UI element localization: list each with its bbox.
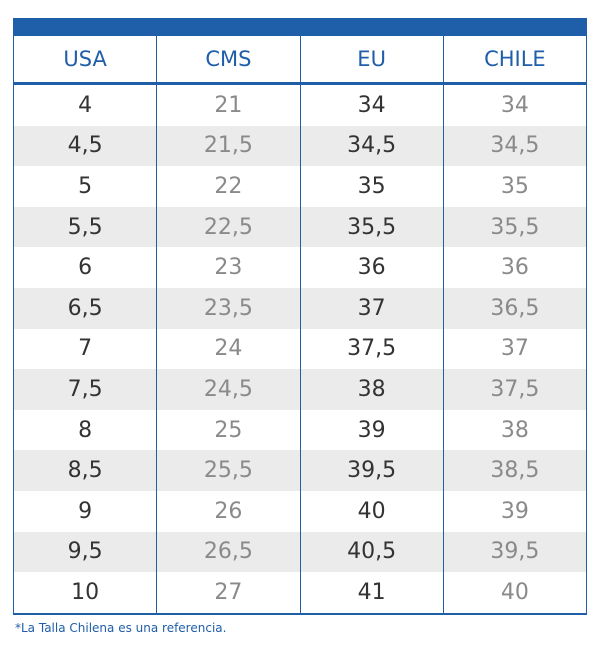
table-row: 10 27 41 40: [12, 572, 588, 615]
table-cell: 8: [12, 409, 158, 451]
table-row: 7 24 37,5 37: [12, 328, 588, 370]
table-cell: 39: [299, 409, 444, 451]
table-cell: 22: [156, 166, 301, 207]
column-header: USA: [12, 36, 158, 85]
table-cell: 8,5: [12, 450, 158, 491]
table-row: 9,5 26,5 40,5 39,5: [12, 531, 588, 573]
table-cell: 39: [442, 490, 588, 532]
table-cell: 25: [156, 409, 301, 451]
table-cell: 23: [156, 247, 301, 288]
header-row: USA CMS EU CHILE: [12, 36, 588, 85]
table-row: 6,5 23,5 37 36,5: [12, 287, 588, 329]
table-cell: 6: [12, 247, 158, 288]
table-cell: 9: [12, 490, 158, 532]
table-cell: 21: [156, 83, 301, 126]
table-cell: 5,5: [12, 206, 158, 248]
table-row: 7,5 24,5 38 37,5: [12, 369, 588, 410]
table-cell: 36: [442, 247, 588, 288]
size-table: USA CMS EU CHILE 4 21 34 34 4,5 21,5 34,5 34,5 5 22 3…: [12, 36, 588, 615]
table-cell: 35,5: [299, 206, 444, 248]
table-row: 9 26 40 39: [12, 490, 588, 532]
table-cell: 23,5: [156, 287, 301, 329]
table-cell: 37: [442, 328, 588, 370]
table-cell: 34,5: [442, 125, 588, 167]
table-cell: 37,5: [299, 328, 444, 370]
table-cell: 34: [299, 83, 444, 126]
table-cell: 38: [442, 409, 588, 451]
table-cell: 24,5: [156, 369, 301, 410]
table-cell: 34,5: [299, 125, 444, 167]
table-cell: 21,5: [156, 125, 301, 167]
table-cell: 37: [299, 287, 444, 329]
table-cell: 40: [299, 490, 444, 532]
table-cell: 36: [299, 247, 444, 288]
table-cell: 34: [442, 83, 588, 126]
column-header: CMS: [156, 36, 301, 85]
table-cell: 37,5: [442, 369, 588, 410]
table-cell: 40: [442, 572, 588, 615]
table-cell: 35,5: [442, 206, 588, 248]
table-cell: 26: [156, 490, 301, 532]
table-row: 5,5 22,5 35,5 35,5: [12, 206, 588, 248]
table-head: USA CMS EU CHILE: [12, 36, 588, 85]
table-cell: 35: [299, 166, 444, 207]
table-row: 8,5 25,5 39,5 38,5: [12, 450, 588, 491]
table-cell: 27: [156, 572, 301, 615]
table-cell: 7: [12, 328, 158, 370]
footnote: *La Talla Chilena es una referencia.: [15, 621, 227, 635]
table-body: 4 21 34 34 4,5 21,5 34,5 34,5 5 22 35 35 5,5 22,5 35,5…: [12, 83, 588, 615]
table-cell: 26,5: [156, 531, 301, 573]
table-row: 4 21 34 34: [12, 83, 588, 126]
table-cell: 39,5: [442, 531, 588, 573]
table-cell: 4: [12, 83, 158, 126]
table-cell: 41: [299, 572, 444, 615]
table-cell: 25,5: [156, 450, 301, 491]
table-cell: 22,5: [156, 206, 301, 248]
table-cell: 36,5: [442, 287, 588, 329]
table-row: 8 25 39 38: [12, 409, 588, 451]
size-table-frame: USA CMS EU CHILE 4 21 34 34 4,5 21,5 34,5 34,5 5 22 3…: [12, 18, 588, 615]
table-cell: 4,5: [12, 125, 158, 167]
table-row: 5 22 35 35: [12, 166, 588, 207]
table-cell: 6,5: [12, 287, 158, 329]
table-cell: 10: [12, 572, 158, 615]
table-cell: 9,5: [12, 531, 158, 573]
table-cell: 39,5: [299, 450, 444, 491]
table-cell: 38: [299, 369, 444, 410]
table-cell: 7,5: [12, 369, 158, 410]
table-row: 6 23 36 36: [12, 247, 588, 288]
table-cell: 35: [442, 166, 588, 207]
table-cell: 24: [156, 328, 301, 370]
table-cell: 40,5: [299, 531, 444, 573]
column-header: CHILE: [442, 36, 588, 85]
table-row: 4,5 21,5 34,5 34,5: [12, 125, 588, 167]
table-cell: 38,5: [442, 450, 588, 491]
column-header: EU: [299, 36, 444, 85]
table-cell: 5: [12, 166, 158, 207]
